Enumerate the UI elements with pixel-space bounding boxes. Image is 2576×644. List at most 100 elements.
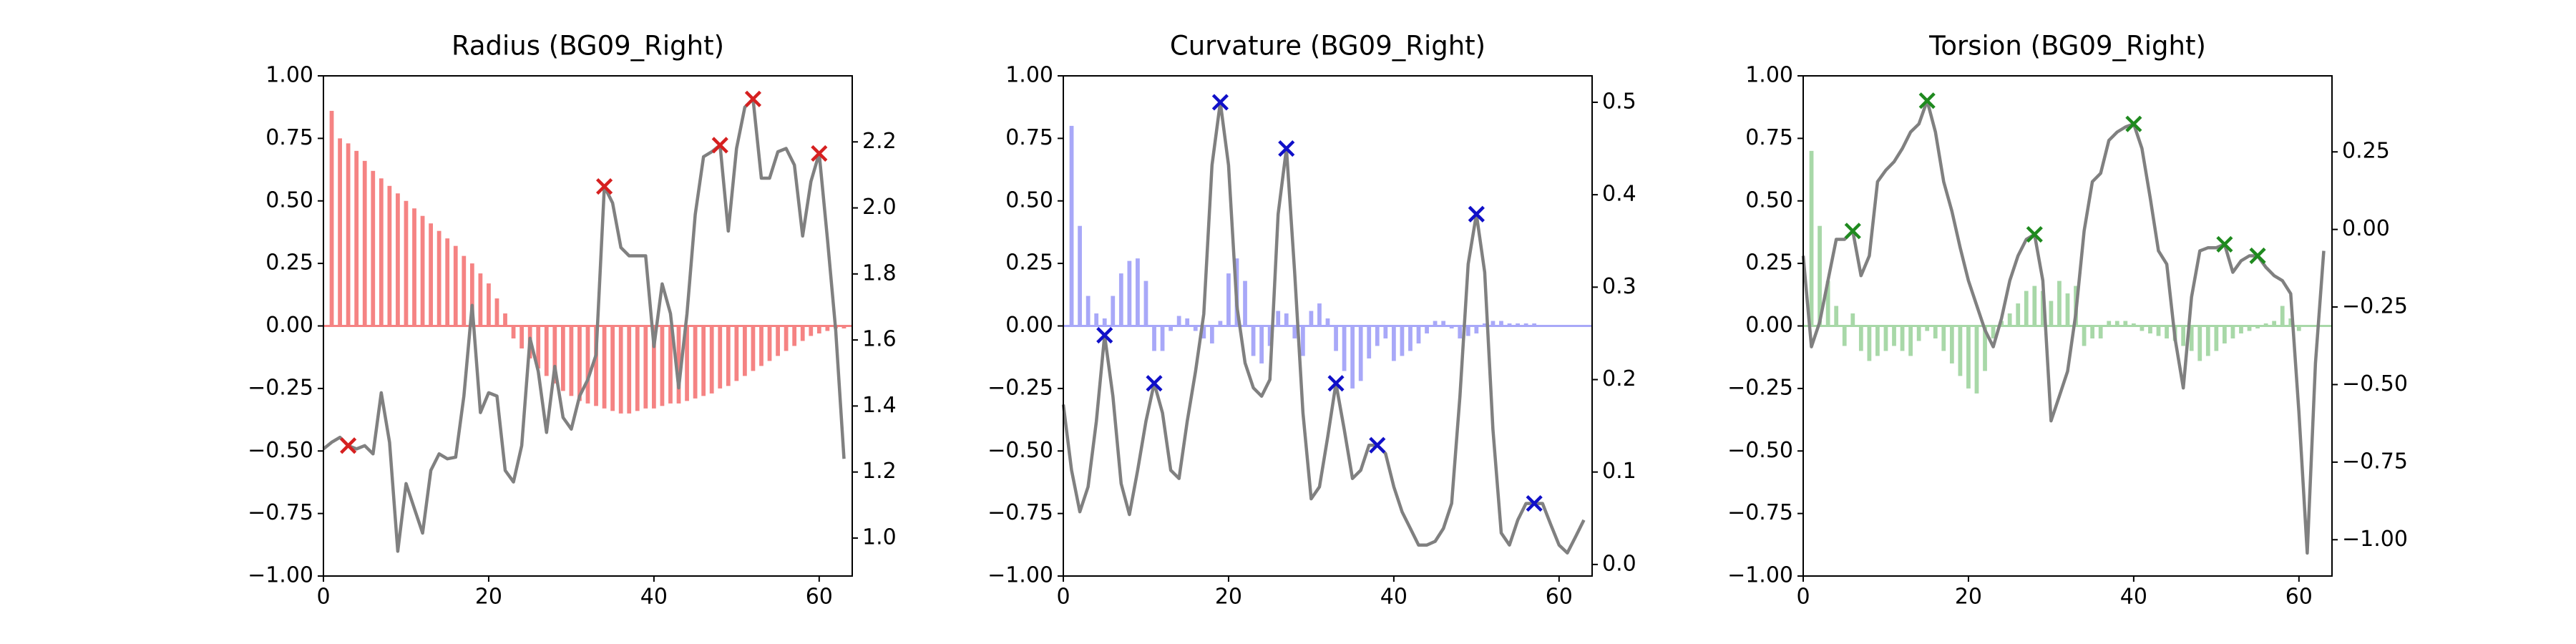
bar <box>1875 326 1880 356</box>
y-tick-label: −1.00 <box>987 563 1053 588</box>
bar <box>1209 326 1214 343</box>
bar <box>1185 318 1190 326</box>
bar <box>1292 326 1297 338</box>
bar <box>841 326 847 328</box>
bar <box>2296 326 2301 331</box>
bar <box>1176 316 1181 326</box>
bar <box>371 170 376 326</box>
y-tick-label: −0.25 <box>987 375 1053 400</box>
y-tick-label: 1.00 <box>265 63 313 88</box>
bar <box>718 326 723 389</box>
y-tick-label: −0.50 <box>987 438 1053 463</box>
bar <box>1433 321 1438 326</box>
bar <box>2065 293 2070 326</box>
bar <box>1941 326 1946 351</box>
y-tick-label: −0.75 <box>987 500 1053 525</box>
peak-marker <box>1468 205 1485 223</box>
bar <box>2057 280 2062 326</box>
bar <box>536 326 541 369</box>
bar <box>1491 321 1496 326</box>
bar <box>420 215 425 326</box>
bar <box>412 208 416 326</box>
line <box>1061 100 1586 555</box>
bar <box>1102 318 1107 326</box>
x-tick-label: 0 <box>316 585 330 610</box>
bar <box>618 326 623 414</box>
bar <box>1226 273 1231 326</box>
bar <box>1983 326 1987 371</box>
y-tick-label: 1.00 <box>1745 63 1793 88</box>
peak-marker <box>2026 225 2043 243</box>
x-tick-label: 60 <box>806 585 833 610</box>
bar <box>1094 313 1099 326</box>
bar <box>1300 326 1305 356</box>
bar <box>453 245 458 326</box>
bar <box>1449 326 1454 328</box>
bar <box>1465 326 1470 336</box>
x-tick-label: 40 <box>1380 585 1407 610</box>
bar <box>668 326 673 404</box>
y2-tick-label: 0.3 <box>1602 274 1636 299</box>
subplot: Torsion (BG09_Right) −1.00 −0.75 −0.50 −0.25… <box>1727 31 2408 610</box>
peak-marker <box>1327 375 1345 392</box>
y2-tick-label: −0.25 <box>2342 294 2408 319</box>
bar <box>776 326 780 356</box>
bar <box>2040 291 2045 326</box>
bar <box>2114 321 2119 326</box>
peak-marker <box>1526 495 1543 512</box>
bar <box>751 326 756 371</box>
bar <box>1900 326 1905 351</box>
bar <box>635 326 640 411</box>
line <box>1801 99 2326 555</box>
bar <box>1908 326 1913 356</box>
bar <box>469 263 474 326</box>
y2-tick-label: 0.1 <box>1602 459 1636 484</box>
bar <box>743 326 747 376</box>
bar <box>1842 326 1847 346</box>
bar <box>445 238 450 326</box>
bar <box>2247 326 2252 331</box>
bar <box>784 326 789 351</box>
bar <box>1136 258 1140 326</box>
bar <box>1933 326 1938 338</box>
y2-tick-label: −1.00 <box>2342 527 2408 552</box>
y2-tick-label: 2.2 <box>862 129 897 154</box>
bar <box>2205 326 2210 356</box>
bar <box>1818 225 1822 326</box>
bar <box>2181 326 2186 346</box>
bar <box>1358 326 1363 381</box>
bar <box>1160 326 1165 351</box>
bar <box>1169 326 1173 331</box>
bar <box>1425 326 1429 333</box>
y-tick-label: 0.00 <box>265 313 313 338</box>
y-tick-label: 0.50 <box>1005 187 1053 213</box>
bar <box>1276 311 1281 326</box>
y-tick-label: 0.25 <box>1005 250 1053 275</box>
chart-title: Curvature (BG09_Right) <box>1170 31 1485 62</box>
y2-tick-label: 2.0 <box>862 195 897 220</box>
bar <box>1325 318 1330 326</box>
bar <box>1416 326 1421 343</box>
bar <box>701 326 706 396</box>
bar <box>1958 326 1963 376</box>
y2-tick-label: 1.2 <box>862 459 897 484</box>
peak-marker <box>2125 115 2142 132</box>
x-tick-label: 0 <box>1056 585 1070 610</box>
bar <box>1858 326 1863 351</box>
bar <box>1069 125 1074 326</box>
bar <box>2272 321 2277 326</box>
y-tick-label: 0.75 <box>1005 125 1053 150</box>
bar <box>436 230 441 326</box>
y-tick-label: 0.25 <box>265 250 313 275</box>
x-tick-label: 0 <box>1796 585 1810 610</box>
x-tick-label: 60 <box>1546 585 1573 610</box>
peak-marker <box>1369 436 1386 454</box>
bar <box>396 193 400 326</box>
bar <box>709 326 714 394</box>
y2-tick-label: 0.0 <box>1602 551 1636 576</box>
bar <box>1916 326 1921 341</box>
subplot: Radius (BG09_Right) −1.00 −0.75 −0.50 −0.25 0… <box>248 31 897 610</box>
bar <box>759 326 763 366</box>
bar <box>569 326 574 396</box>
bar <box>734 326 739 381</box>
